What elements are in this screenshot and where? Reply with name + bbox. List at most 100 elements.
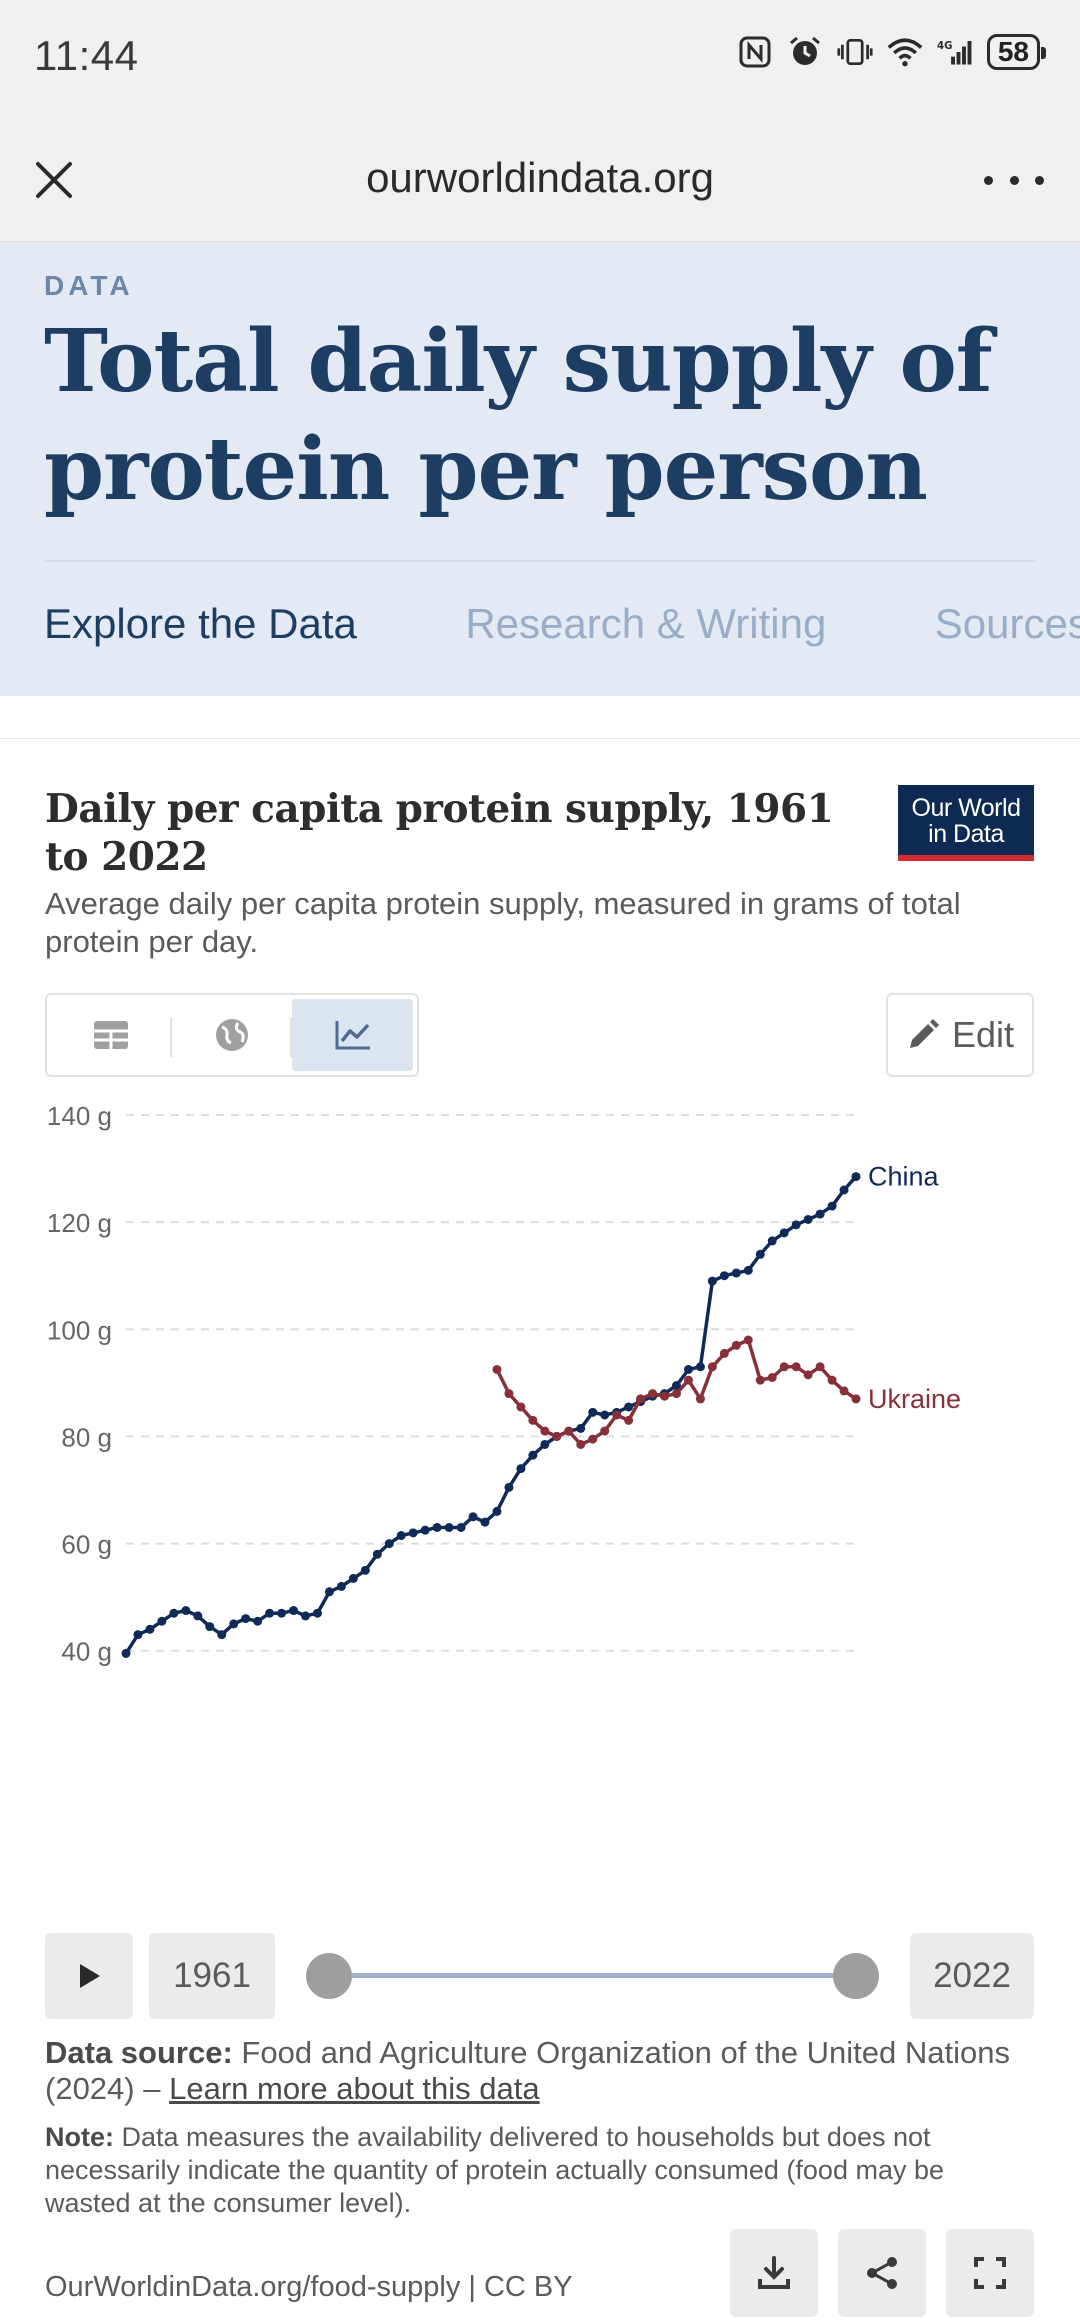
- data-point-ukraine: [827, 1375, 837, 1385]
- data-point-ukraine: [552, 1431, 562, 1441]
- data-point-china: [600, 1410, 610, 1420]
- edit-button[interactable]: Edit: [886, 993, 1034, 1077]
- data-point-china: [791, 1220, 801, 1230]
- data-point-china: [432, 1523, 442, 1532]
- owid-logo[interactable]: Our World in Data: [898, 785, 1034, 861]
- data-point-china: [277, 1608, 287, 1618]
- table-icon: [94, 1021, 129, 1049]
- data-point-china: [743, 1265, 753, 1275]
- browser-toolbar: ourworldindata.org: [0, 118, 1080, 242]
- data-point-ukraine: [528, 1415, 538, 1425]
- data-point-ukraine: [803, 1370, 813, 1380]
- share-button[interactable]: [838, 2229, 926, 2317]
- status-bar: 11:44 4G 58: [0, 0, 1080, 118]
- y-tick-label: 40 g: [61, 1637, 112, 1667]
- data-point-china: [504, 1482, 514, 1492]
- tab-research-writing[interactable]: Research & Writing: [465, 600, 827, 647]
- close-button[interactable]: [30, 156, 78, 204]
- data-point-china: [851, 1172, 861, 1182]
- chart-view-button[interactable]: [292, 999, 414, 1071]
- y-tick-label: 80 g: [61, 1422, 112, 1452]
- logo-line-2: in Data: [928, 820, 1004, 848]
- data-point-china: [324, 1587, 334, 1597]
- data-point-ukraine: [755, 1375, 765, 1385]
- data-point-ukraine: [564, 1426, 574, 1436]
- pencil-icon: [909, 1019, 939, 1048]
- data-point-china: [289, 1606, 299, 1616]
- data-point-china: [133, 1630, 143, 1640]
- tab-explore-the-data[interactable]: Explore the Data: [44, 600, 357, 647]
- data-point-china: [169, 1608, 179, 1618]
- data-source: Data source: Food and Agriculture Organi…: [45, 2035, 1035, 2107]
- data-point-china: [193, 1611, 203, 1621]
- timeline-start-year[interactable]: 1961: [149, 1933, 275, 2019]
- data-point-china: [265, 1608, 275, 1618]
- globe-icon: [216, 1019, 248, 1051]
- data-point-china: [671, 1381, 681, 1391]
- timeline-end-year[interactable]: 2022: [910, 1933, 1034, 2019]
- wifi-icon: [887, 34, 923, 70]
- y-tick-label: 100 g: [47, 1315, 112, 1345]
- download-button[interactable]: [730, 2229, 818, 2317]
- edit-label: Edit: [951, 1014, 1015, 1055]
- data-point-china: [336, 1581, 346, 1591]
- cellular-signal-icon: 4G: [937, 34, 973, 70]
- data-point-ukraine: [624, 1415, 634, 1425]
- data-point-china: [480, 1517, 490, 1527]
- data-point-china: [468, 1512, 478, 1522]
- data-point-ukraine: [600, 1426, 610, 1436]
- data-point-china: [827, 1201, 837, 1211]
- data-source-label: Data source:: [45, 2035, 233, 2070]
- fullscreen-button[interactable]: [946, 2229, 1034, 2317]
- data-point-ukraine: [731, 1340, 741, 1350]
- data-point-ukraine: [504, 1389, 514, 1399]
- data-point-china: [779, 1228, 789, 1238]
- data-point-ukraine: [743, 1335, 753, 1345]
- data-point-ukraine: [791, 1362, 801, 1372]
- data-point-ukraine: [719, 1348, 729, 1358]
- more-icon: [984, 175, 993, 185]
- tab-sources-processing[interactable]: Sources & Processing: [934, 600, 1080, 647]
- chart-card: Daily per capita protein supply, 1961 to…: [0, 738, 1080, 2320]
- alarm-icon: [787, 34, 823, 70]
- footer-license-link[interactable]: OurWorldinData.org/food-supply | CC BY: [45, 2271, 573, 2303]
- y-tick-label: 60 g: [61, 1530, 112, 1560]
- y-tick-label: 140 g: [47, 1101, 112, 1131]
- data-point-china: [815, 1209, 825, 1219]
- data-point-china: [408, 1528, 418, 1538]
- data-point-china: [528, 1450, 538, 1460]
- page-header: DATA Total daily supply of protein per p…: [0, 242, 1080, 696]
- data-point-ukraine: [516, 1402, 526, 1412]
- vibrate-icon: [837, 34, 873, 70]
- share-icon: [867, 2257, 897, 2289]
- more-options-button[interactable]: [984, 156, 1044, 204]
- timeline-track[interactable]: [328, 1973, 856, 1978]
- series-line-china: [124, 1175, 858, 1655]
- data-point-china: [360, 1565, 370, 1575]
- note-text: Data measures the availability delivered…: [45, 2122, 945, 2218]
- page-url: ourworldindata.org: [366, 154, 714, 201]
- timeline-start-handle[interactable]: [306, 1953, 352, 1999]
- battery-indicator: 58: [986, 34, 1047, 70]
- data-point-china: [588, 1407, 598, 1417]
- data-point-china: [301, 1611, 311, 1621]
- data-point-ukraine: [707, 1362, 717, 1372]
- status-icons: 4G 58: [737, 34, 1047, 70]
- timeline-end-handle[interactable]: [833, 1953, 879, 1999]
- data-point-ukraine: [671, 1389, 681, 1399]
- chart-note: Note: Data measures the availability del…: [45, 2121, 1035, 2220]
- map-view-button[interactable]: [172, 999, 293, 1071]
- play-icon: [80, 1964, 100, 1988]
- learn-more-link[interactable]: Learn more about this data: [169, 2071, 540, 2106]
- data-point-ukraine: [683, 1375, 693, 1385]
- data-point-china: [181, 1606, 191, 1616]
- play-button[interactable]: [45, 1933, 133, 2019]
- data-point-china: [312, 1608, 322, 1618]
- data-point-ukraine: [779, 1362, 789, 1372]
- data-point-china: [372, 1549, 382, 1559]
- nfc-icon: [737, 34, 773, 70]
- view-toggle: [45, 993, 419, 1077]
- data-point-ukraine: [839, 1386, 849, 1396]
- data-source-text: Food and Agriculture Organization of the…: [45, 2035, 1010, 2106]
- table-view-button[interactable]: [51, 999, 172, 1071]
